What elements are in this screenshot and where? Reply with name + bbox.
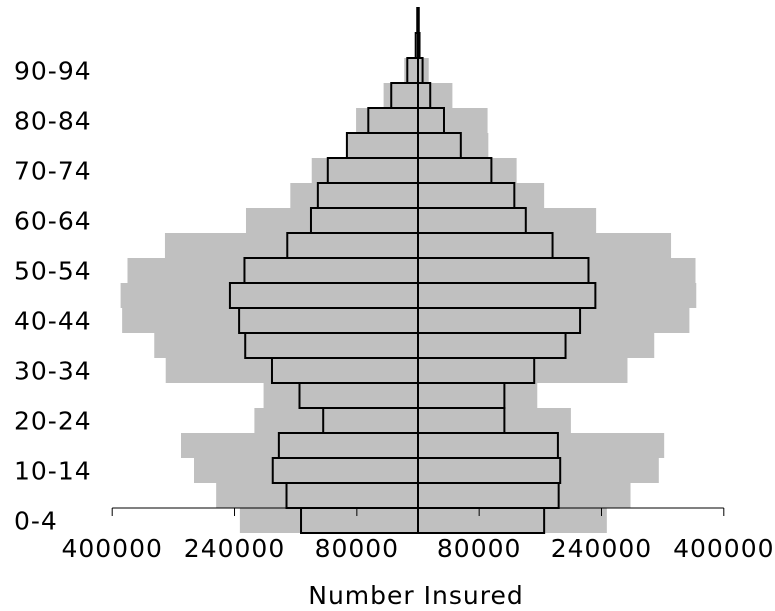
x-tick-label: 240000 bbox=[551, 534, 652, 563]
left-bar-80-84 bbox=[367, 107, 419, 134]
x-tick-label: 400000 bbox=[61, 534, 162, 563]
right-bar-85-89 bbox=[417, 82, 432, 109]
left-bar-35-39 bbox=[244, 332, 419, 359]
left-bar-5-9 bbox=[285, 482, 420, 509]
y-tick-label: 0-4 bbox=[14, 507, 58, 536]
y-axis-tick-labels: 0-4 10-14 20-24 30-34 40-44 50-54 60-64 70-74 80… bbox=[14, 57, 92, 536]
right-bar-75-79 bbox=[417, 132, 462, 159]
left-bar-75-79 bbox=[345, 132, 419, 159]
right-bar-70-74 bbox=[417, 157, 493, 184]
right-bar-15-19 bbox=[417, 432, 559, 459]
x-tick-label: 400000 bbox=[673, 534, 774, 563]
right-bar-50-54 bbox=[417, 257, 590, 284]
y-tick-label: 80-84 bbox=[14, 107, 92, 136]
left-bar-45-49 bbox=[228, 282, 419, 309]
right-bar-80-84 bbox=[417, 107, 445, 134]
right-bar-55-59 bbox=[417, 232, 554, 259]
y-tick-label: 20-24 bbox=[14, 407, 92, 436]
left-bar-40-44 bbox=[238, 307, 419, 334]
x-tick-label: 240000 bbox=[184, 534, 285, 563]
left-bar-0-4 bbox=[300, 507, 419, 534]
foreground-bars bbox=[228, 7, 597, 534]
right-bar-95-99 bbox=[417, 32, 421, 59]
right-bar-100+ bbox=[417, 7, 420, 34]
y-tick-label: 70-74 bbox=[14, 157, 92, 186]
right-bar-30-34 bbox=[417, 357, 536, 384]
left-bar-65-69 bbox=[316, 182, 419, 209]
left-bar-70-74 bbox=[326, 157, 419, 184]
right-bar-5-9 bbox=[417, 482, 560, 509]
y-tick-label: 60-64 bbox=[14, 207, 92, 236]
left-bar-90-94 bbox=[406, 57, 419, 84]
left-bar-25-29 bbox=[298, 382, 419, 409]
left-bar-10-14 bbox=[271, 457, 419, 484]
x-axis-tick-labels: 400000 240000 80000 80000 240000 400000 bbox=[61, 534, 774, 563]
right-bar-65-69 bbox=[417, 182, 516, 209]
left-bar-20-24 bbox=[322, 407, 419, 434]
y-tick-label: 50-54 bbox=[14, 257, 92, 286]
right-bar-40-44 bbox=[417, 307, 582, 334]
right-bar-90-94 bbox=[417, 57, 424, 84]
right-bar-25-29 bbox=[417, 382, 506, 409]
y-tick-label: 90-94 bbox=[14, 57, 92, 86]
x-tick-label: 80000 bbox=[315, 534, 400, 563]
x-axis-title: Number Insured bbox=[308, 581, 523, 610]
right-bar-60-64 bbox=[417, 207, 527, 234]
left-bar-50-54 bbox=[243, 257, 419, 284]
left-bar-15-19 bbox=[277, 432, 419, 459]
left-bar-85-89 bbox=[390, 82, 419, 109]
y-tick-label: 40-44 bbox=[14, 307, 92, 336]
right-bar-35-39 bbox=[417, 332, 567, 359]
x-tick-label: 80000 bbox=[437, 534, 522, 563]
left-bar-60-64 bbox=[309, 207, 419, 234]
left-bar-55-59 bbox=[286, 232, 420, 259]
right-bar-10-14 bbox=[417, 457, 562, 484]
y-tick-label: 10-14 bbox=[14, 457, 92, 486]
right-bar-20-24 bbox=[417, 407, 506, 434]
y-tick-label: 30-34 bbox=[14, 357, 92, 386]
x-axis-ticks bbox=[111, 508, 725, 516]
left-bar-30-34 bbox=[270, 357, 419, 384]
right-bar-0-4 bbox=[417, 507, 546, 534]
right-bar-45-49 bbox=[417, 282, 597, 309]
